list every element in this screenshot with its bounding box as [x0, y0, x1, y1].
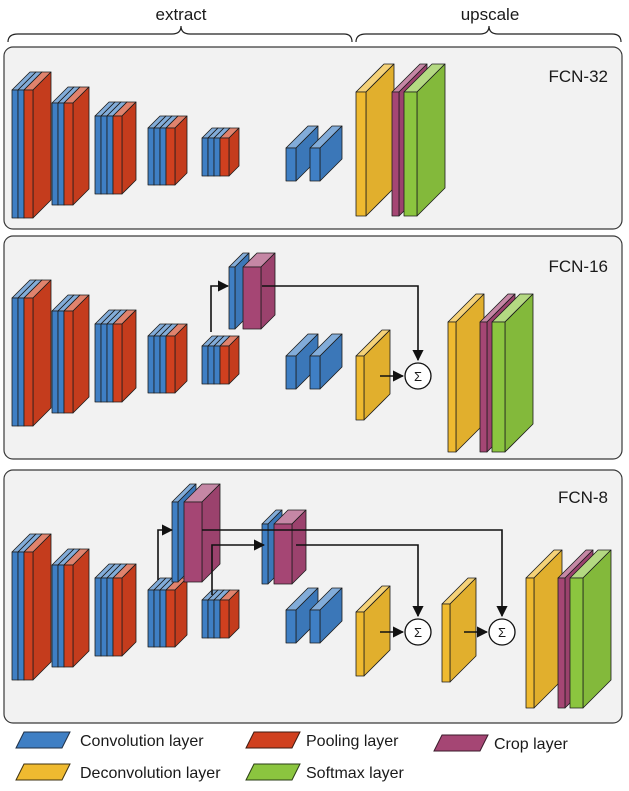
deconvolution-layer [441, 577, 477, 683]
pooling-layer [63, 548, 90, 668]
pooling-layer [23, 71, 52, 219]
legend-item-softmax: Softmax layer [245, 763, 404, 782]
sum-node-fcn8-a: Σ [404, 618, 432, 646]
upscale-brace [355, 25, 622, 43]
pooling-layer [112, 101, 137, 195]
deconvolution-layer [525, 549, 563, 709]
extract-brace [7, 25, 353, 43]
crop-layer [242, 252, 276, 330]
softmax-layer [569, 549, 612, 709]
fcn8-crop2-to-sum1-arrow [296, 544, 424, 618]
pooling-layer [112, 563, 137, 657]
convolution-layer [285, 125, 319, 182]
legend-swatch-convolution [15, 731, 71, 749]
legend-label-softmax: Softmax layer [306, 765, 404, 782]
pooling-layer [112, 309, 137, 403]
pooling-layer [165, 577, 188, 648]
legend-label-pooling: Pooling layer [306, 733, 399, 750]
fcn8-crop1-to-sum2-arrow [202, 529, 508, 618]
fcn16-crop-to-sum-arrow [262, 285, 424, 362]
legend-item-crop: Crop layer [433, 734, 568, 753]
legend-swatch-crop [433, 734, 489, 752]
softmax-layer [491, 293, 534, 453]
pooling-layer [23, 279, 52, 427]
legend-swatch-pooling [245, 731, 301, 749]
pooling-layer [219, 335, 240, 385]
deconvolution-layer [355, 329, 391, 421]
sum-symbol: Σ [498, 625, 506, 640]
panel-title-fcn16: FCN-16 [548, 257, 608, 276]
legend-label-crop: Crop layer [494, 736, 568, 753]
deconvolution-layer [355, 63, 395, 217]
legend-label-deconvolution: Deconvolution layer [80, 765, 221, 782]
pooling-layer [23, 533, 52, 681]
legend-item-pooling: Pooling layer [245, 731, 399, 750]
fcn8-branch-arrow-2 [211, 539, 266, 595]
legend-swatch-deconvolution [15, 763, 71, 781]
convolution-layer [285, 333, 319, 390]
pooling-layer [165, 323, 188, 394]
pooling-layer [219, 127, 240, 177]
fcn16-branch-arrow [210, 280, 230, 332]
convolution-layer [285, 587, 319, 644]
crop-layer [183, 483, 221, 583]
legend-item-convolution: Convolution layer [15, 731, 204, 750]
panel-title-fcn32: FCN-32 [548, 67, 608, 86]
sum-node-fcn8-b: Σ [488, 618, 516, 646]
deconvolution-layer [355, 585, 391, 677]
upscale-label: upscale [461, 5, 520, 24]
pooling-layer [219, 589, 240, 639]
sum-node-fcn16: Σ [404, 362, 432, 390]
skip-connections [157, 280, 508, 638]
legend: Convolution layer Pooling layer Crop lay… [15, 731, 568, 782]
convolution-layer [309, 587, 343, 644]
layer-blocks [11, 63, 612, 709]
pooling-layer [165, 115, 188, 186]
sum-symbol: Σ [414, 625, 422, 640]
legend-swatch-softmax [245, 763, 301, 781]
pooling-layer [63, 86, 90, 206]
fcn8-branch-arrow-1 [157, 524, 174, 580]
convolution-layer [309, 333, 343, 390]
softmax-layer [403, 63, 446, 217]
crop-layer [273, 509, 307, 585]
convolution-layer [309, 125, 343, 182]
extract-label: extract [155, 5, 206, 24]
pooling-layer [63, 294, 90, 414]
panel-title-fcn8: FCN-8 [558, 488, 608, 507]
sum-symbol: Σ [414, 369, 422, 384]
legend-item-deconvolution: Deconvolution layer [15, 763, 221, 782]
legend-label-convolution: Convolution layer [80, 733, 204, 750]
deconvolution-layer [447, 293, 485, 453]
